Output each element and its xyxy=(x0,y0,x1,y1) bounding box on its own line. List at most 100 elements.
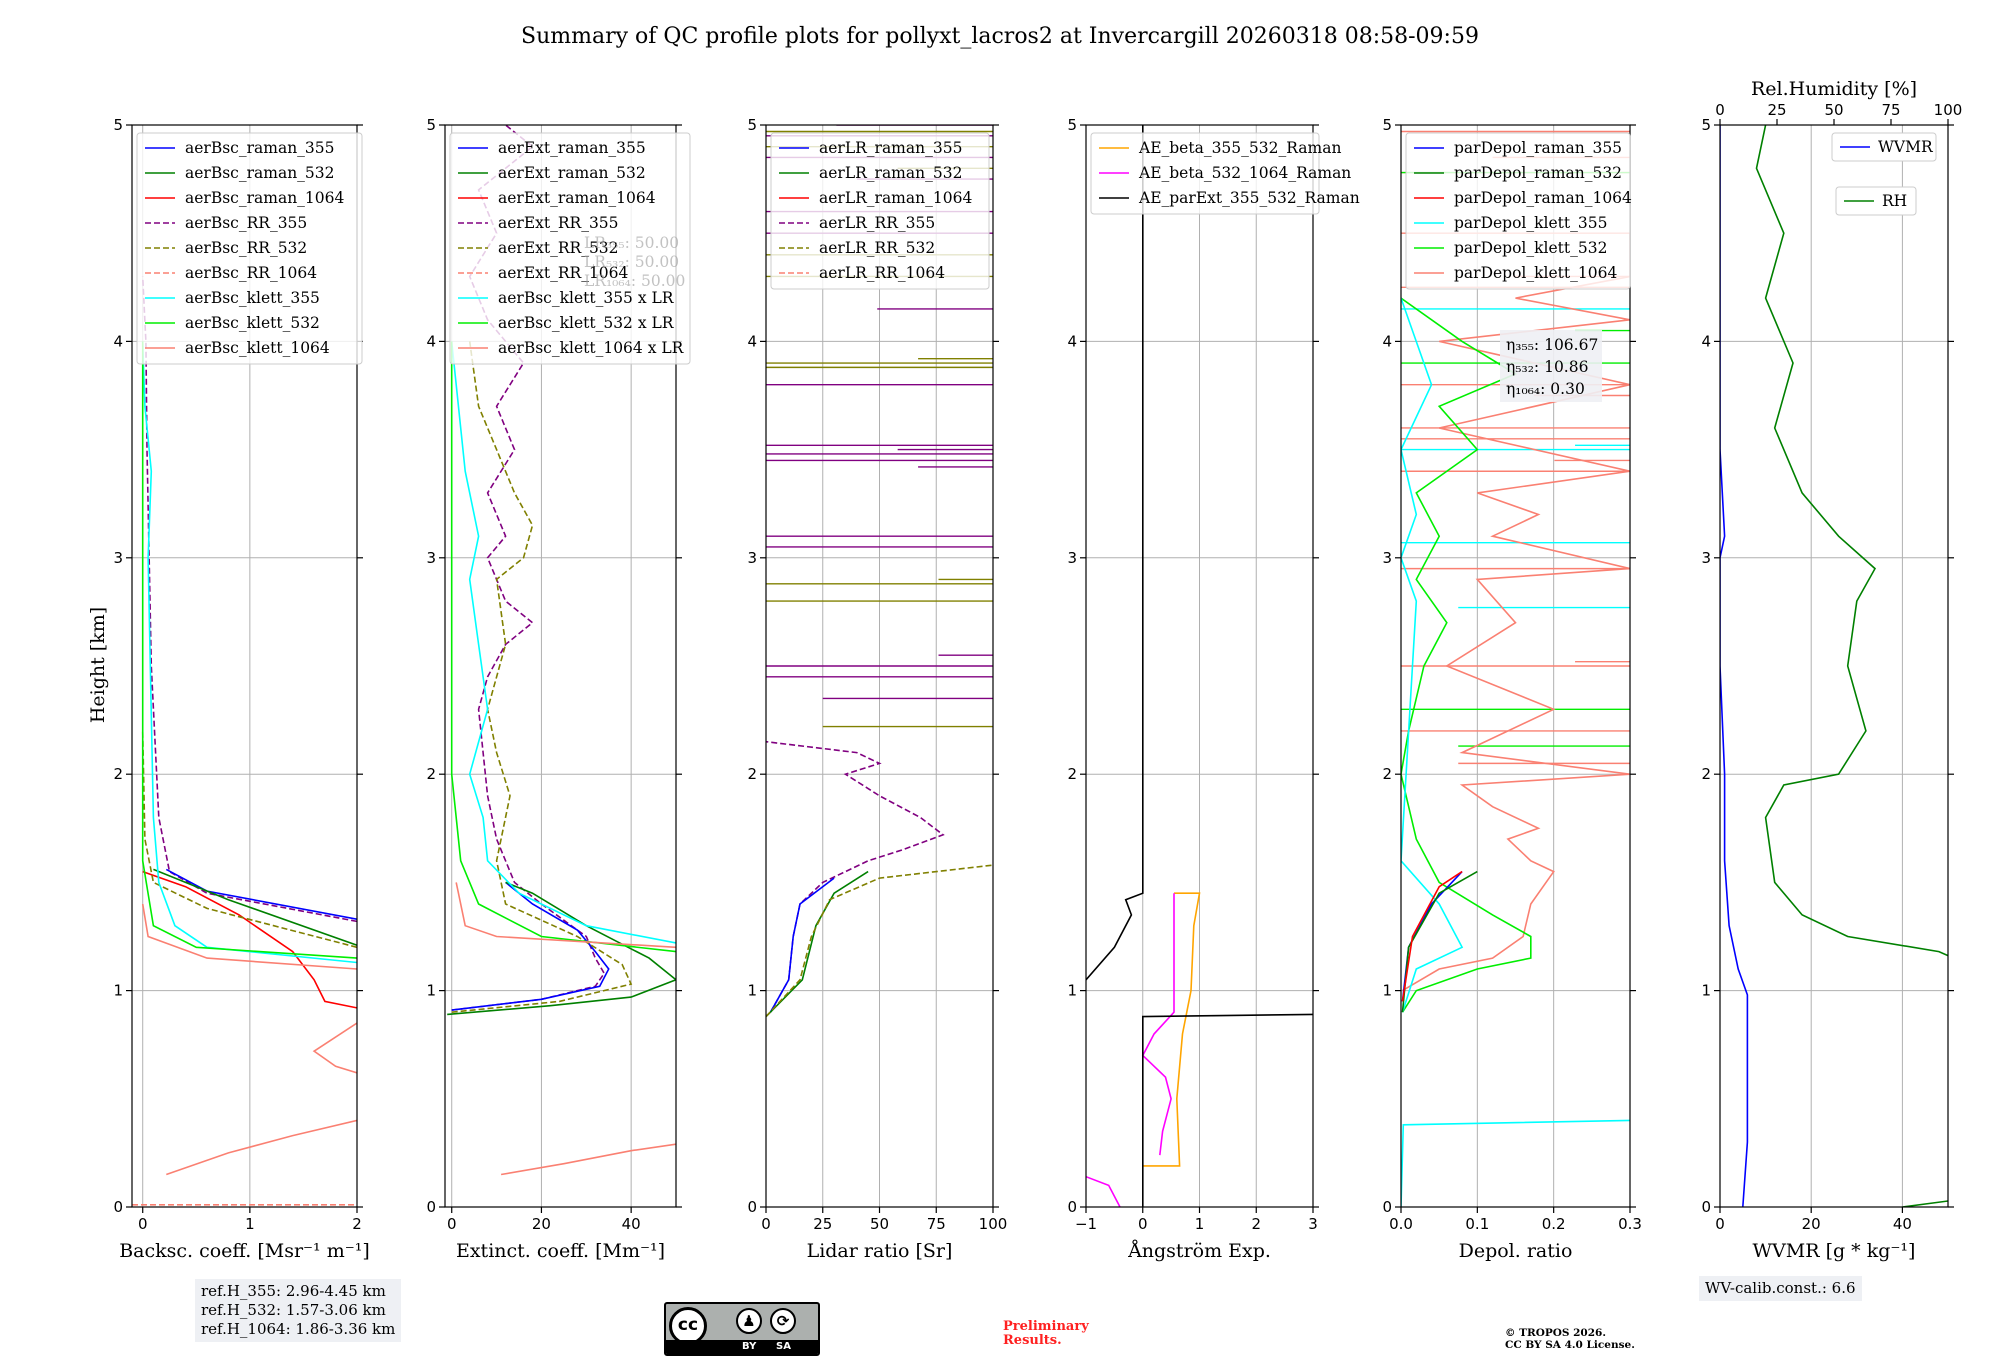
x-tick-label: 0 xyxy=(761,1215,771,1233)
series-aerExt_raman_532 xyxy=(447,881,676,1016)
copyright-note: © TROPOS 2026. CC BY SA 4.0 License. xyxy=(1505,1327,1635,1351)
legend-label: aerExt_raman_355 xyxy=(498,139,646,157)
top-tick-label: 0 xyxy=(1715,101,1725,119)
legend-label: WVMR xyxy=(1878,138,1934,156)
eta-line: η₅₃₂: 10.86 xyxy=(1506,358,1588,376)
legend-box xyxy=(1090,132,1320,215)
legend-box xyxy=(136,132,363,365)
top-tick-label: 100 xyxy=(1934,101,1963,119)
legend-label: aerBsc_klett_1064 x LR xyxy=(498,339,685,357)
copyright-line-1: © TROPOS 2026. xyxy=(1505,1327,1607,1339)
legend-label: parDepol_klett_355 xyxy=(1454,214,1607,232)
legend-label: aerBsc_klett_532 xyxy=(185,314,320,332)
legend-label: aerLR_RR_1064 xyxy=(819,264,945,282)
lr-note: LR₃₅₅: 50.00 xyxy=(584,234,679,252)
y-tick-label: 1 xyxy=(1701,982,1711,1000)
series-aerExt_RR_532 xyxy=(451,341,633,1013)
x-axis-label: Ångström Exp. xyxy=(1127,1240,1271,1262)
legend-label: aerLR_RR_355 xyxy=(819,214,935,232)
y-tick-label: 4 xyxy=(1382,332,1392,350)
legend: parDepol_raman_355 parDepol_raman_532 parD… xyxy=(1405,132,1632,290)
y-tick-label: 4 xyxy=(1701,332,1711,350)
x-axis-label: Lidar ratio [Sr] xyxy=(807,1240,953,1262)
y-tick-label: 2 xyxy=(1382,765,1392,783)
series-aerBsc_klett_1064 x LR xyxy=(455,882,676,949)
legend-label: parDepol_raman_532 xyxy=(1454,164,1622,182)
figure-title: Summary of QC profile plots for pollyxt_… xyxy=(521,24,1479,49)
data-layer xyxy=(132,276,357,1206)
wv-calibration-box: WV-calib.const.: 6.6 xyxy=(1699,1276,1862,1301)
series-AE_parExt_355_532_Raman_b xyxy=(1086,125,1144,981)
legend-label: aerExt_RR_355 xyxy=(498,214,619,232)
panel-wv: 0 20 40 0 1 2 3 4 5 WVMR [g * kg⁻¹] 0 25 50 75 100 Rel.… xyxy=(1701,78,1963,1262)
y-tick-label: 4 xyxy=(426,332,436,350)
series-aerLR_RR_532 xyxy=(766,864,993,1018)
series-aerBsc_raman_532 xyxy=(153,868,357,946)
share-alike-icon: ⟳ xyxy=(770,1308,796,1334)
y-tick-label: 2 xyxy=(113,765,123,783)
series-aerBsc_RR_355 xyxy=(141,276,357,923)
x-tick-label: 100 xyxy=(979,1215,1008,1233)
ref-height-355: ref.H_355: 2.96-4.45 km xyxy=(201,1282,386,1300)
legend-label: parDepol_klett_532 xyxy=(1454,239,1607,257)
legend-label: aerBsc_klett_355 xyxy=(185,289,320,307)
series-aerBsc_klett_1064_low2 xyxy=(166,1119,357,1176)
y-tick-label: 0 xyxy=(1701,1198,1711,1216)
legend-label: parDepol_raman_1064 xyxy=(1454,189,1632,207)
series-aerExt_raman_355 xyxy=(451,881,610,1011)
copyright-line-2: CC BY SA 4.0 License. xyxy=(1505,1339,1635,1351)
eta-box xyxy=(1500,330,1602,402)
top-tick-label: 25 xyxy=(1767,101,1786,119)
series-parDepol_klett_355_b xyxy=(1401,297,1464,1013)
y-tick-label: 5 xyxy=(426,116,436,134)
x-axis-label: Backsc. coeff. [Msr⁻¹ m⁻¹] xyxy=(119,1240,370,1262)
y-tick-label: 4 xyxy=(113,332,123,350)
eta-line: η₃₅₅: 106.67 xyxy=(1506,336,1598,354)
series-WVMR xyxy=(1720,125,1749,1207)
panel-depol: 0.0 0.1 0.2 0.3 0 1 2 3 4 5 Depol. ratio parDepol_r… xyxy=(1382,116,1641,1262)
y-tick-label: 1 xyxy=(1382,982,1392,1000)
data-layer xyxy=(447,125,676,1176)
x-tick-label: 0 xyxy=(447,1215,457,1233)
series-parDepol_raman_1064 xyxy=(1401,870,1463,1002)
y-tick-label: 0 xyxy=(1067,1198,1077,1216)
legend: aerExt_raman_355 aerExt_raman_532 aerExt_r… xyxy=(449,132,691,365)
legend-label: aerBsc_raman_355 xyxy=(185,139,335,157)
legend-label: aerBsc_raman_1064 xyxy=(185,189,345,207)
data-layer xyxy=(1720,125,1948,1207)
y-tick-label: 4 xyxy=(747,332,757,350)
axes-frame xyxy=(1719,124,1949,1208)
x-tick-label: 0 xyxy=(1138,1215,1148,1233)
y-tick-label: 5 xyxy=(1382,116,1392,134)
legend: WVMR RH xyxy=(1831,132,1937,216)
preliminary-line-1: Preliminary xyxy=(1003,1319,1089,1334)
legend-box xyxy=(449,132,691,365)
series-AE_beta_355_532_Raman xyxy=(1142,892,1201,1167)
panel-lr: 0 25 50 75 100 0 1 2 3 4 5 Lidar ratio [Sr] aerLR_ra… xyxy=(747,116,1007,1262)
x-tick-label: 0 xyxy=(1715,1215,1725,1233)
y-tick-label: 3 xyxy=(426,549,436,567)
x-tick-label: −1 xyxy=(1075,1215,1097,1233)
legend-label: AE_beta_532_1064_Raman xyxy=(1138,164,1351,182)
preliminary-results-note: Preliminary Results. xyxy=(1003,1320,1089,1348)
legend-label: parDepol_klett_1064 xyxy=(1454,264,1617,282)
series-parDepol_klett_355 xyxy=(1401,1119,1630,1207)
series-AE_parExt_355_532_Raman xyxy=(1142,1013,1313,1207)
y-tick-label: 1 xyxy=(747,982,757,1000)
y-tick-label: 2 xyxy=(426,765,436,783)
y-tick-label: 0 xyxy=(1382,1198,1392,1216)
x-tick-label: 20 xyxy=(1802,1215,1821,1233)
data-layer xyxy=(1401,130,1630,1207)
legend-box xyxy=(1835,186,1917,216)
cc-license-badge: cc ♟ ⟳ BY SA xyxy=(664,1302,820,1356)
series-aerBsc_raman_1064 xyxy=(142,870,357,1009)
y-tick-label: 5 xyxy=(113,116,123,134)
series-aerBsc_klett_355 xyxy=(141,341,357,964)
series-parDepol_raman_532 xyxy=(1401,870,1478,1013)
legend-label: aerExt_RR_1064 xyxy=(498,264,629,282)
legend-label: aerExt_RR_532 xyxy=(498,239,619,257)
y-tick-label: 0 xyxy=(113,1198,123,1216)
x-tick-label: 40 xyxy=(622,1215,641,1233)
